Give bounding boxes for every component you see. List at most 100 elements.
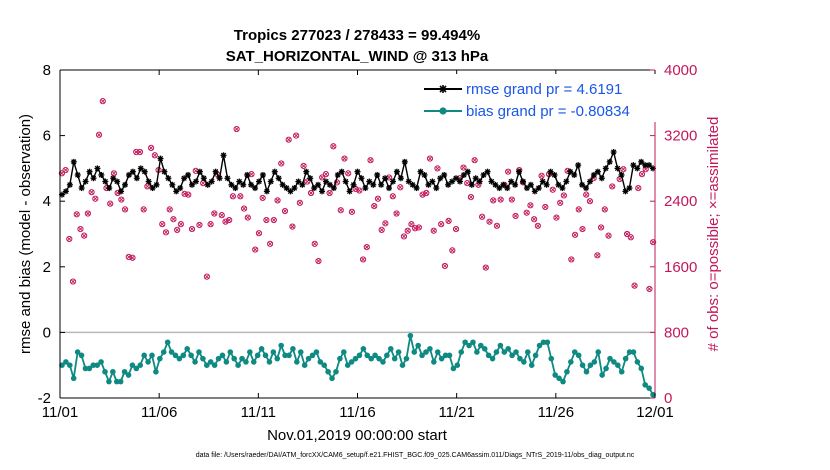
rmse-point <box>236 178 243 185</box>
bias-point <box>200 355 206 362</box>
obs-point <box>170 216 177 223</box>
legend-bias-marker-icon <box>439 107 447 115</box>
obs-point <box>408 221 415 228</box>
bias-point <box>250 359 257 365</box>
obs-point <box>229 193 237 200</box>
bias-point <box>622 355 629 362</box>
rmse-point <box>598 175 605 182</box>
bias-point <box>528 362 535 369</box>
rmse-point <box>70 158 77 165</box>
rmse-point <box>519 178 526 185</box>
bias-point <box>102 368 108 375</box>
bias-point <box>399 362 406 369</box>
rmse-point <box>78 185 85 192</box>
obs-point <box>259 194 266 202</box>
rmse-point <box>177 185 184 192</box>
bias-point <box>501 349 508 355</box>
bias-point <box>137 362 144 369</box>
rmse-point <box>378 181 385 188</box>
obs-point <box>341 155 348 162</box>
obs-point <box>248 171 255 178</box>
bias-point <box>117 378 124 385</box>
bias-point <box>450 365 457 372</box>
rmse-point <box>303 168 310 175</box>
rmse-point <box>594 168 601 175</box>
plot-area <box>60 70 655 398</box>
rmse-point <box>476 178 483 185</box>
bias-point <box>247 349 253 355</box>
bias-point <box>368 355 375 362</box>
bias-point <box>192 359 198 365</box>
bias-point <box>231 355 237 362</box>
rmse-point <box>307 175 314 182</box>
obs-point <box>240 205 248 212</box>
obs-point <box>382 220 389 227</box>
bias-point <box>391 355 398 362</box>
obs-point <box>84 210 91 217</box>
bias-point <box>415 342 421 349</box>
obs-point <box>307 189 315 197</box>
bias-point <box>309 352 316 359</box>
bias-point <box>223 359 230 365</box>
rmse-point <box>618 171 625 178</box>
bias-point <box>344 362 351 369</box>
obs-point <box>177 221 184 228</box>
obs-point <box>512 212 519 220</box>
obs-point <box>174 226 181 233</box>
obs-point <box>129 254 136 261</box>
rmse-point <box>161 168 168 175</box>
bias-point <box>446 352 453 359</box>
rmse-point <box>500 181 507 188</box>
rmse-point <box>275 175 282 182</box>
rmse-point <box>315 181 322 188</box>
bias-point <box>544 339 551 346</box>
bias-point <box>626 349 633 355</box>
rmse-point <box>66 181 73 188</box>
bias-point <box>524 349 531 355</box>
obs-point <box>404 227 411 234</box>
obs-point <box>311 240 318 247</box>
rmse-point <box>441 171 448 178</box>
rmse-point <box>563 178 570 185</box>
bias-point <box>196 349 202 355</box>
bias-point <box>337 355 343 362</box>
rmse-point <box>512 181 519 188</box>
bias-point <box>129 362 136 369</box>
obs-point <box>244 214 251 221</box>
obs-point <box>423 189 430 197</box>
obs-point <box>99 98 106 105</box>
obs-point <box>252 246 259 253</box>
obs-point <box>594 252 601 259</box>
bias-point <box>211 362 218 369</box>
bias-point <box>227 349 234 355</box>
x-tick-label: 11/01 <box>42 404 78 421</box>
bias-point <box>258 346 265 352</box>
rmse-point <box>543 181 550 188</box>
obs-point <box>508 196 515 203</box>
footnote: data file: /Users/raeder/DAI/ATM_forcXX/… <box>196 452 635 459</box>
obs-point <box>359 256 367 263</box>
bias-point <box>434 349 441 355</box>
rmse-point <box>555 181 562 188</box>
bias-point <box>313 349 320 355</box>
bias-point <box>395 349 402 355</box>
obs-point <box>527 202 534 209</box>
bias-point <box>587 362 594 369</box>
bias-point <box>532 352 539 359</box>
obs-point <box>560 192 567 199</box>
obs-point <box>441 262 448 270</box>
obs-point <box>151 152 158 159</box>
obs-point <box>393 210 400 217</box>
obs-point <box>523 209 530 216</box>
bias-point <box>329 375 335 382</box>
obs-point <box>237 193 244 200</box>
rmse-point <box>255 178 262 185</box>
rmse-point <box>311 185 318 192</box>
rmse-point <box>551 171 558 178</box>
bias-point <box>630 349 637 355</box>
rmse-point <box>141 168 148 175</box>
bias-point <box>599 372 605 378</box>
bias-point <box>290 346 296 352</box>
obs-point <box>449 247 456 254</box>
rmse-point <box>252 185 259 192</box>
